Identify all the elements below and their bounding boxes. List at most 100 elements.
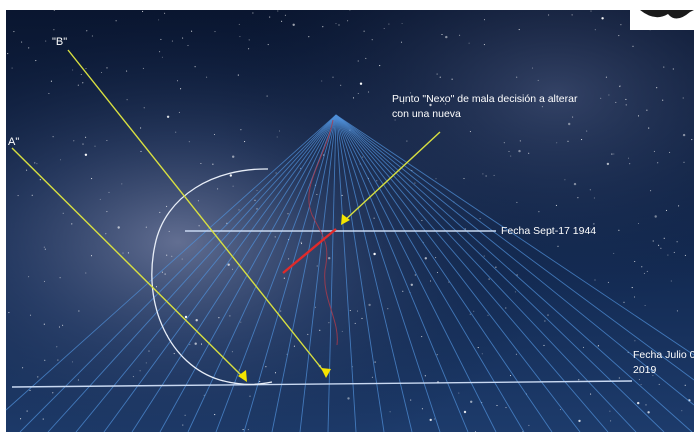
star: [676, 310, 678, 312]
star: [34, 162, 36, 164]
star: [571, 14, 573, 16]
star: [181, 258, 183, 260]
star: [85, 272, 87, 274]
star: [300, 241, 302, 243]
star: [439, 76, 441, 78]
star: [171, 255, 173, 257]
star: [573, 182, 577, 186]
star: [43, 246, 45, 248]
fan-line: [5, 114, 337, 411]
star: [316, 193, 318, 196]
star: [593, 197, 595, 199]
star: [368, 303, 371, 307]
yellow-line-a: [11, 147, 246, 380]
star: [176, 80, 179, 82]
fan-line: [335, 114, 469, 432]
star: [483, 19, 486, 21]
star: [319, 329, 321, 331]
star: [29, 314, 32, 316]
star: [11, 67, 13, 69]
star: [637, 222, 640, 225]
star: [469, 131, 471, 133]
star: [13, 31, 15, 33]
star: [473, 310, 475, 312]
star: [597, 345, 600, 347]
star: [482, 173, 484, 175]
star: [248, 48, 250, 50]
star: [238, 23, 240, 25]
star: [640, 383, 642, 386]
star: [212, 163, 214, 165]
star: [593, 223, 595, 225]
star: [678, 205, 680, 207]
star: [514, 291, 516, 293]
star: [252, 12, 254, 14]
star: [108, 191, 110, 193]
star: [363, 30, 365, 32]
star: [194, 66, 196, 68]
star: [429, 280, 432, 282]
star: [80, 73, 82, 76]
star: [365, 57, 367, 59]
star: [682, 133, 686, 137]
star: [217, 188, 219, 190]
star: [59, 159, 62, 161]
star: [667, 254, 669, 256]
label-fecha-2019-line1: Fecha Julio 09: [633, 349, 700, 361]
star: [652, 375, 654, 377]
star: [581, 139, 583, 141]
star: [625, 98, 627, 100]
star: [26, 169, 28, 171]
star: [618, 35, 620, 37]
fan-line: [335, 114, 413, 432]
star: [184, 315, 188, 319]
star: [638, 379, 640, 381]
star: [28, 276, 30, 278]
star: [487, 314, 489, 316]
star: [451, 78, 453, 80]
star: [189, 343, 191, 346]
star: [158, 19, 160, 21]
star: [590, 393, 592, 395]
star: [288, 258, 290, 260]
star: [529, 98, 531, 100]
star: [479, 218, 481, 220]
star: [410, 283, 413, 286]
star: [249, 395, 251, 397]
star: [213, 133, 216, 136]
star: [180, 88, 182, 90]
fan-line: [131, 114, 337, 432]
star: [528, 424, 530, 426]
star: [332, 76, 334, 78]
star: [28, 47, 30, 49]
star: [483, 255, 485, 257]
star: [681, 410, 683, 412]
fan-line: [335, 114, 637, 432]
star: [590, 10, 592, 12]
star: [387, 308, 389, 310]
star: [543, 344, 545, 346]
star: [433, 418, 435, 420]
star: [682, 97, 684, 99]
star: [50, 80, 52, 82]
label-nexo-line2: con una nueva: [392, 108, 461, 120]
star: [634, 340, 636, 342]
corner-logo: [630, 10, 694, 30]
milky-way-glow-right: [6, 10, 694, 432]
star: [637, 401, 640, 405]
star: [359, 82, 363, 85]
star: [638, 371, 640, 374]
star: [347, 397, 350, 400]
star: [77, 84, 79, 86]
star: [322, 26, 324, 28]
star: [564, 179, 566, 181]
star: [197, 200, 199, 202]
star: [71, 361, 74, 363]
fan-line: [103, 114, 337, 432]
star: [670, 280, 672, 282]
star: [357, 60, 359, 62]
star: [231, 351, 233, 353]
star: [463, 410, 467, 414]
star: [132, 376, 134, 378]
star: [388, 23, 390, 25]
